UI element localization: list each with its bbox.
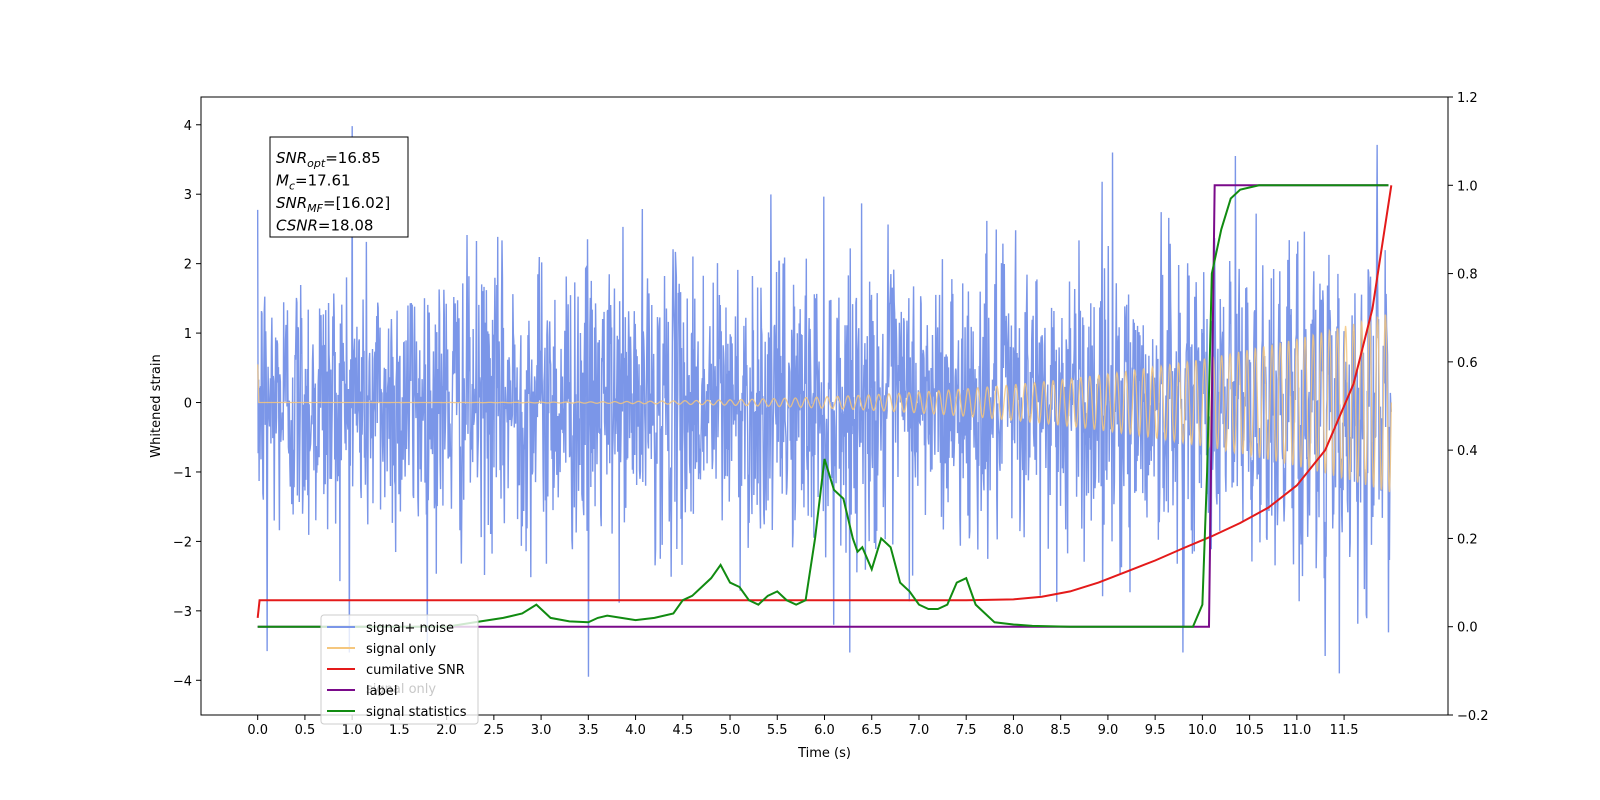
legend: signal only signal+ noise signal only cumil… <box>320 614 479 725</box>
left-y-tick-label: 3 <box>184 188 192 203</box>
x-tick-label: 6.0 <box>814 723 835 738</box>
annotation-subscript: MF <box>307 202 323 215</box>
right-y-tick-label: 0.2 <box>1457 532 1478 547</box>
x-tick-label: 8.5 <box>1050 723 1071 738</box>
x-tick-label: 1.0 <box>342 723 363 738</box>
annotation-value: =16.85 <box>325 149 381 167</box>
legend-label: label <box>366 684 397 699</box>
x-tick-label: 11.0 <box>1282 723 1311 738</box>
x-tick-label: 2.5 <box>484 723 505 738</box>
x-axis-ticks: 0.0 0.5 1.0 1.5 2.0 2.5 3.0 3.5 4.0 4.5 5.0 5.5 6.0 6… <box>247 715 1359 738</box>
x-tick-label: 5.0 <box>720 723 741 738</box>
x-tick-label: 5.5 <box>767 723 788 738</box>
series-layer <box>256 126 1393 677</box>
left-y-tick-label: 1 <box>184 327 192 342</box>
right-y-tick-label: 0.6 <box>1457 356 1478 371</box>
x-tick-label: 10.5 <box>1235 723 1264 738</box>
annotation-value: =[16.02] <box>323 194 390 212</box>
annotation-subscript: c <box>289 180 295 193</box>
annotation-value: =18.08 <box>318 217 374 235</box>
left-y-tick-label: 4 <box>184 119 192 134</box>
annotation-symbol: SNR <box>276 149 307 167</box>
left-y-tick-label: 0 <box>184 397 192 412</box>
x-tick-label: 3.5 <box>578 723 599 738</box>
left-y-tick-label: −4 <box>173 674 192 689</box>
x-tick-label: 4.0 <box>625 723 646 738</box>
x-tick-label: 9.5 <box>1145 723 1166 738</box>
x-tick-label: 0.5 <box>295 723 316 738</box>
x-tick-label: 9.0 <box>1098 723 1119 738</box>
right-y-tick-label: 0.4 <box>1457 444 1478 459</box>
annotation-symbol: M <box>276 172 289 190</box>
x-tick-label: 4.5 <box>672 723 693 738</box>
annotation-box-border <box>269 136 409 238</box>
x-tick-label: 7.5 <box>956 723 977 738</box>
series-signal-statistics <box>257 184 1389 628</box>
x-tick-label: 7.0 <box>909 723 930 738</box>
x-axis-label: Time (s) <box>797 746 851 761</box>
annotation-symbol: SNR <box>276 194 307 212</box>
left-y-axis-label: Whitened strain <box>149 354 164 457</box>
legend-ghost-text: signal only <box>366 682 436 697</box>
annotation-value: =17.61 <box>295 172 351 190</box>
annotation-subscript: opt <box>307 157 326 170</box>
right-y-tick-label: −0.2 <box>1457 709 1489 724</box>
annotation-symbol: CSNR <box>276 217 318 235</box>
x-tick-label: 1.5 <box>389 723 410 738</box>
left-y-tick-label: −3 <box>173 605 192 620</box>
annotation-line: SNRopt=16.85 <box>276 149 381 170</box>
right-y-tick-label: 1.0 <box>1457 179 1478 194</box>
left-y-axis-ticks: 4 3 2 1 0 −1 −2 −3 −4 <box>173 119 201 689</box>
right-y-tick-label: 1.2 <box>1457 91 1478 106</box>
annotation-line: CSNR=18.08 <box>276 217 373 235</box>
left-y-tick-label: −1 <box>173 466 192 481</box>
legend-label: cumilative SNR <box>366 663 465 678</box>
series-signal-only <box>257 314 1392 493</box>
legend-frame <box>320 614 479 725</box>
legend-label: signal only <box>366 642 436 657</box>
x-tick-label: 3.0 <box>531 723 552 738</box>
x-tick-label: 11.5 <box>1330 723 1359 738</box>
annotation-line: Mc=17.61 <box>276 172 351 193</box>
x-tick-label: 10.0 <box>1188 723 1217 738</box>
left-y-tick-label: 2 <box>184 258 192 273</box>
series-cumilative-snr <box>256 185 1393 618</box>
x-tick-label: 6.5 <box>861 723 882 738</box>
annotation-line: SNRMF=[16.02] <box>276 194 390 215</box>
left-y-tick-label: −2 <box>173 535 192 550</box>
legend-label: signal+ noise <box>366 621 454 636</box>
x-tick-label: 8.0 <box>1003 723 1024 738</box>
series-signal-plus-noise <box>256 126 1393 677</box>
right-y-tick-label: 0.0 <box>1457 621 1478 636</box>
x-tick-label: 2.0 <box>436 723 457 738</box>
stats-annotation-box: SNRopt=16.85Mc=17.61SNRMF=[16.02]CSNR=18… <box>269 136 409 238</box>
right-y-axis-ticks: 1.2 1.0 0.8 0.6 0.4 0.2 0.0 −0.2 <box>1448 91 1489 724</box>
x-tick-label: 0.0 <box>247 723 268 738</box>
legend-label: signal statistics <box>366 705 467 720</box>
right-y-tick-label: 0.8 <box>1457 268 1478 283</box>
